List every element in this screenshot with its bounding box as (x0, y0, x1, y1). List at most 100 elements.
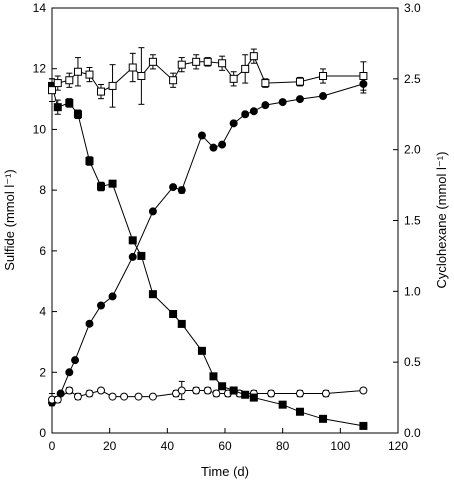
series-0-point (218, 140, 227, 149)
series-0-point (128, 252, 137, 261)
x-tick-label: 80 (276, 439, 290, 453)
y-axis-left-title: Sulfide (mmol l⁻¹) (2, 169, 17, 271)
series-3-point (148, 57, 157, 66)
series-0-point (229, 119, 238, 128)
series-0-point (278, 98, 287, 107)
series-1-point (65, 386, 74, 395)
series-3-point (319, 72, 328, 80)
series-1-point (321, 389, 330, 398)
y-right-tick-label: 1.0 (404, 284, 421, 298)
series-0-point (319, 92, 328, 101)
x-tick-label: 20 (103, 439, 117, 453)
series-2-line (51, 85, 364, 427)
series-3-point (177, 60, 186, 69)
series-2-point (218, 382, 227, 391)
series-1-point (85, 389, 94, 398)
series-2-point (241, 390, 250, 399)
series-1-point (192, 386, 201, 395)
series-3-point (218, 59, 227, 68)
series-2-point (53, 103, 62, 112)
series-3-point (73, 67, 82, 76)
series-2-point (128, 236, 137, 245)
ticks-layer: 0 20 40 60 80 100 120 0 2 4 6 8 10 12 14 0.0 0.5 1.0 1.5 2.… (33, 1, 421, 453)
y-left-tick-label: 12 (33, 62, 47, 76)
y-axis-right-title: Cyclohexane (mmol l⁻¹) (434, 152, 449, 289)
y-right-tick-label: 3.0 (404, 1, 421, 15)
series-0-point (169, 183, 178, 192)
y-left-tick-label: 8 (39, 183, 46, 197)
series-1-point (97, 386, 106, 395)
series-2-point (137, 251, 146, 260)
plot-frame (51, 7, 399, 434)
y-left-tick-label: 0 (39, 426, 46, 440)
series-0-point (148, 207, 157, 216)
series-1-point (120, 392, 129, 401)
x-axis-title: Time (d) (201, 464, 249, 479)
series-1-point (108, 392, 117, 401)
series-0-point (261, 101, 270, 110)
series-3-point (65, 76, 74, 85)
series-0-point (177, 186, 186, 195)
series-3-point (261, 79, 270, 88)
series-2-point (319, 414, 328, 423)
series-2-point (148, 290, 157, 299)
series-0-point (241, 110, 250, 119)
series-1-point (359, 386, 368, 395)
y-left-tick-label: 4 (39, 305, 46, 319)
x-tick-label: 120 (388, 439, 408, 453)
y-left-tick-label: 14 (33, 1, 47, 15)
series-1-point (212, 389, 221, 398)
series-2-point (197, 346, 206, 355)
series-3-point (48, 86, 56, 95)
series-1-point (148, 392, 157, 401)
series-2-point (73, 110, 82, 119)
series-0-point (295, 95, 304, 104)
series-2-point (108, 179, 117, 188)
series-1-point (295, 389, 304, 398)
series-2-point (85, 157, 94, 165)
series-3-point (169, 76, 178, 85)
y-right-tick-label: 0.5 (404, 355, 421, 369)
x-tick-label: 0 (49, 439, 56, 453)
series-3-point (203, 57, 212, 66)
series-0-point (197, 131, 206, 140)
series-3-point (128, 63, 137, 72)
series-2-point (65, 98, 74, 107)
y-left-tick-label: 6 (39, 244, 46, 258)
series-0-point (97, 301, 106, 310)
series-0-point (71, 356, 80, 365)
series-0-line (51, 83, 364, 403)
series-2-point (249, 393, 258, 402)
series-3-line (51, 55, 364, 93)
series-0-point (108, 292, 117, 301)
series-3-point (137, 72, 146, 80)
y-right-tick-label: 0.0 (404, 426, 421, 440)
y-right-tick-label: 1.5 (404, 214, 421, 228)
series-3-point (192, 57, 201, 66)
series-3-point (295, 77, 304, 86)
y-left-tick-label: 2 (39, 365, 46, 379)
series-2-point (169, 310, 178, 318)
series-3-point (229, 74, 238, 83)
series-2-point (229, 386, 238, 395)
series-0-point (249, 107, 258, 116)
series-2-point (97, 182, 106, 191)
series-2-point (359, 421, 368, 430)
series-3-point (85, 70, 94, 79)
series-0-point (209, 143, 218, 152)
series-1-point (134, 392, 143, 401)
x-tick-label: 100 (330, 439, 350, 453)
series-2-point (278, 400, 287, 409)
series-2-point (295, 407, 304, 416)
series-3-point (108, 81, 117, 90)
series-3-point (359, 72, 368, 80)
series-0-point (85, 319, 94, 328)
series-3-point (249, 52, 258, 61)
series-3-point (241, 64, 250, 73)
series-0-point (65, 368, 74, 377)
y-left-tick-label: 10 (33, 122, 47, 136)
series-1-point (177, 386, 186, 395)
series-1-point (203, 386, 212, 395)
x-tick-label: 40 (161, 439, 175, 453)
x-tick-label: 60 (218, 439, 232, 453)
